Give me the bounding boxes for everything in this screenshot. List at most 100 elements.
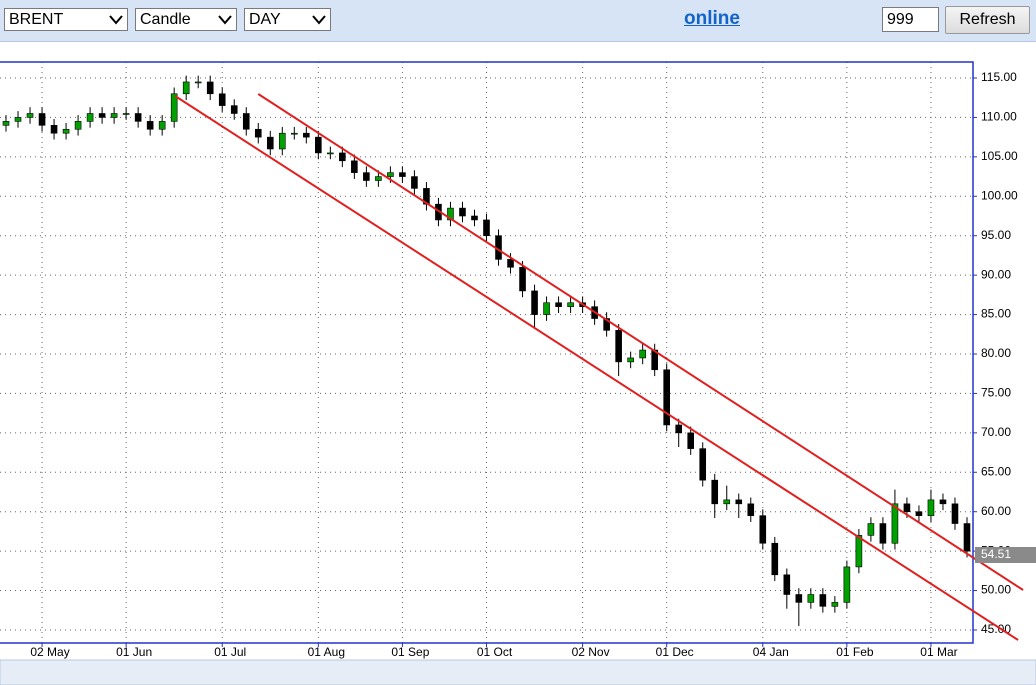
x-tick-label: 02 May — [30, 645, 69, 659]
x-tick-label: 01 Sep — [391, 645, 429, 659]
candle-body — [459, 207, 466, 217]
x-tick-label: 01 Mar — [920, 645, 957, 659]
candle-body — [98, 113, 106, 118]
candle-body — [675, 424, 683, 434]
chart-background — [0, 42, 1036, 660]
candle-body — [555, 302, 562, 307]
candle-body — [74, 121, 82, 130]
candle-body — [122, 113, 130, 115]
candle-body — [795, 594, 803, 603]
candle-body — [819, 594, 827, 607]
y-tick-label: 100.00 — [981, 188, 1018, 202]
candle-body — [663, 369, 670, 426]
candle-body — [951, 503, 959, 524]
y-tick-label: 115.00 — [981, 70, 1017, 84]
candle-body — [290, 132, 298, 135]
candle-body — [303, 132, 310, 138]
x-tick-label: 01 Jul — [214, 645, 246, 659]
candle-body — [831, 602, 839, 607]
candle-body — [615, 330, 622, 363]
candle-body — [471, 215, 478, 221]
candle-body — [483, 219, 490, 237]
y-tick-label: 50.00 — [981, 583, 1011, 597]
candle-body — [711, 479, 719, 505]
y-tick-label: 75.00 — [981, 386, 1011, 400]
y-tick-label: 110.00 — [981, 110, 1017, 124]
x-tick-label: 01 Dec — [656, 645, 694, 659]
candle-body — [351, 160, 358, 173]
x-tick-label: 02 Nov — [572, 645, 610, 659]
candle-body — [507, 259, 514, 268]
y-tick-label: 80.00 — [981, 346, 1011, 360]
candle-body — [699, 448, 707, 481]
candle-body — [939, 499, 947, 505]
candle-body — [399, 172, 406, 177]
candle-body — [903, 503, 911, 513]
online-link[interactable]: online — [684, 8, 740, 29]
candle-body — [62, 128, 70, 134]
candle-body — [170, 93, 178, 122]
period-value: DAY — [249, 11, 281, 28]
candle-body — [963, 523, 971, 552]
candle-body — [855, 535, 863, 568]
y-tick-label: 70.00 — [981, 425, 1011, 439]
y-tick-label: 65.00 — [981, 464, 1011, 478]
candle-body — [603, 318, 610, 331]
trend-line — [257, 93, 1024, 591]
candle-body — [735, 499, 743, 505]
candle-body — [807, 594, 815, 603]
candle-body — [339, 152, 346, 162]
refresh-button[interactable]: Refresh — [945, 6, 1030, 34]
candle-body — [194, 81, 202, 84]
candle-body — [14, 117, 22, 122]
candle-body — [110, 113, 118, 118]
symbol-select[interactable]: BRENT — [4, 8, 128, 31]
candle-body — [759, 515, 767, 544]
candle-body — [387, 172, 394, 177]
dropdown-arrow — [312, 15, 326, 25]
status-strip — [0, 659, 1036, 685]
style-select[interactable]: Candle — [135, 8, 237, 31]
y-tick-label: 45.00 — [981, 622, 1011, 636]
candle-body — [278, 132, 286, 150]
x-tick-label: 01 Feb — [836, 645, 874, 659]
candle-body — [771, 542, 779, 576]
y-tick-label: 95.00 — [981, 228, 1011, 242]
candle-body — [543, 302, 550, 315]
candle-body — [927, 499, 935, 516]
x-tick-label: 01 Jun — [116, 645, 152, 659]
candle-body — [182, 81, 190, 95]
candle-body — [50, 125, 58, 134]
x-tick-label: 04 Jan — [753, 645, 789, 659]
candle-body — [2, 121, 10, 126]
bars-input[interactable]: 999 — [882, 7, 939, 32]
candle-body — [447, 207, 454, 221]
trend-line — [174, 95, 1019, 641]
candle-body — [230, 105, 238, 114]
candle-body — [158, 121, 166, 130]
candle-body — [519, 266, 526, 292]
candle-body — [879, 523, 887, 544]
candle-body — [134, 113, 142, 122]
candle-body — [747, 503, 755, 516]
plot-frame — [0, 61, 974, 644]
candle-body — [723, 499, 731, 505]
candle-body — [915, 511, 923, 516]
candle-body — [627, 357, 634, 363]
candle-body — [218, 93, 226, 106]
candle-body — [38, 113, 46, 126]
symbol-value: BRENT — [9, 11, 64, 28]
candle-body — [327, 152, 334, 155]
candle-body — [146, 121, 154, 130]
candle-body — [26, 113, 34, 118]
candle-body — [411, 176, 418, 189]
candle-body — [375, 176, 382, 181]
candle-body — [843, 566, 851, 603]
candle-body — [242, 113, 250, 130]
last-price-tag — [975, 546, 1036, 563]
y-tick-label: 60.00 — [981, 504, 1011, 518]
toolbar: BRENT Candle DAY online 999 Refresh — [0, 0, 1036, 42]
period-select[interactable]: DAY — [244, 8, 331, 31]
candle-body — [687, 432, 695, 449]
